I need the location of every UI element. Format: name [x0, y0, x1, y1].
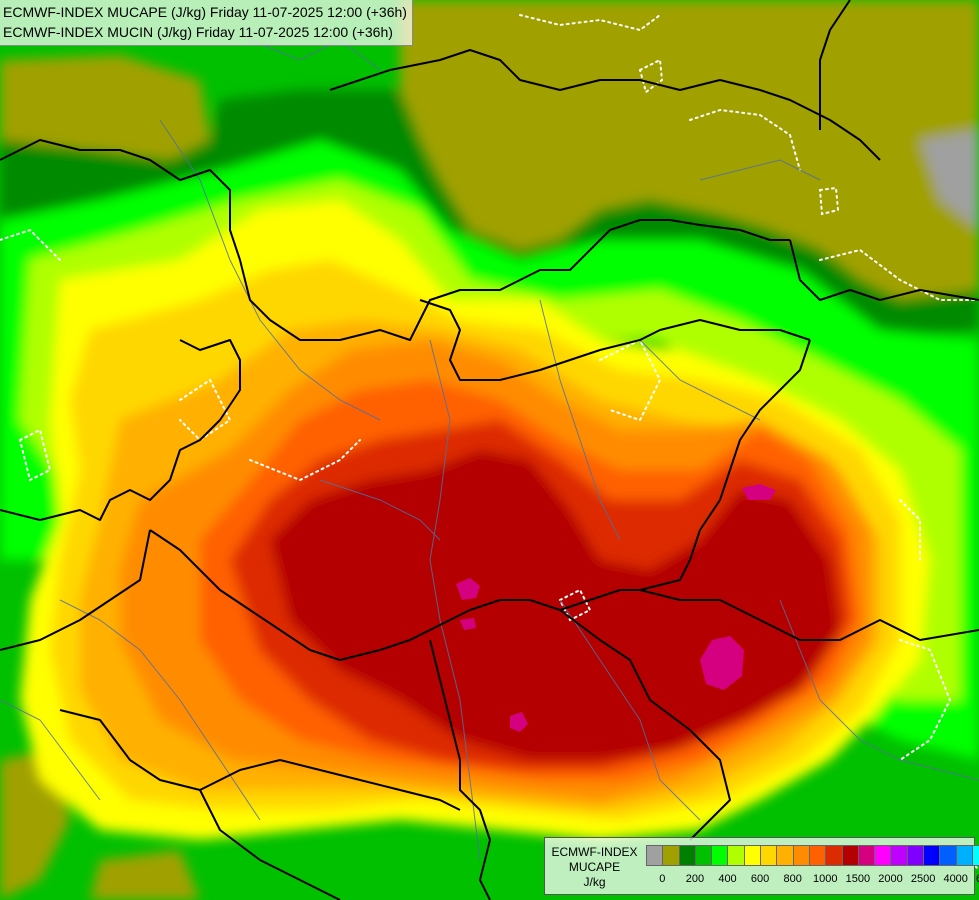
peak-4	[510, 712, 528, 732]
field-olive-nw	[0, 55, 210, 160]
field-grey-ne	[920, 130, 979, 230]
legend-swatch	[678, 845, 695, 866]
field-darkred	[270, 450, 840, 760]
field-olive-north	[400, 0, 979, 300]
mucin-contours	[0, 14, 979, 871]
legend-swatch	[955, 845, 972, 866]
legend-swatch	[711, 845, 728, 866]
legend-swatch	[939, 845, 956, 866]
peak-3	[742, 484, 776, 500]
legend-tick-label: 800	[783, 873, 802, 885]
legend-swatch	[890, 845, 907, 866]
legend-swatch	[857, 845, 875, 866]
legend-swatch	[906, 845, 924, 866]
legend-title: ECMWF-INDEX MUCAPE J/kg	[548, 845, 641, 890]
peak-5	[460, 618, 476, 630]
legend-swatch	[923, 845, 940, 866]
legend-tick-label: 6000	[976, 873, 979, 885]
legend-swatch	[760, 845, 777, 866]
legend-swatch	[874, 845, 891, 866]
legend-tick-label: 0	[659, 873, 666, 885]
legend-tick-label: 200	[685, 873, 705, 885]
title-mucin: ECMWF-INDEX MUCIN (J/kg) Friday 11-07-20…	[3, 24, 393, 40]
legend-swatch	[971, 845, 979, 866]
legend-swatch	[743, 845, 761, 866]
legend-tick-label: 4000	[943, 873, 968, 885]
legend-swatch	[662, 845, 679, 866]
legend-tick-label: 2000	[878, 873, 903, 885]
legend-tick-label: 1000	[813, 873, 838, 885]
legend-tick-label: 400	[718, 873, 737, 885]
legend-swatch	[727, 845, 744, 866]
legend-tick-label: 600	[750, 873, 770, 885]
peak-2	[700, 636, 744, 690]
rivers	[0, 39, 979, 861]
peak-1	[456, 578, 480, 600]
legend-model: ECMWF-INDEX	[551, 845, 638, 859]
legend-swatch	[841, 845, 858, 866]
legend-swatch	[694, 845, 712, 866]
legend-variable: MUCAPE	[568, 860, 621, 874]
legend-swatch	[825, 845, 842, 866]
legend-tick-label: 2500	[910, 873, 936, 885]
title-mucape: ECMWF-INDEX MUCAPE (J/kg) Friday 11-07-2…	[3, 4, 407, 20]
legend-units: J/kg	[583, 875, 606, 889]
legend-tick-label: 1500	[845, 873, 871, 885]
legend-swatch	[646, 845, 663, 866]
legend-swatch	[776, 845, 793, 866]
color-legend: ECMWF-INDEX MUCAPE J/kg 0 200 400 600 800 100…	[544, 837, 979, 895]
legend-swatch	[792, 845, 809, 866]
legend-swatches	[646, 845, 979, 866]
legend-swatch	[808, 845, 826, 866]
cape-peaks	[456, 484, 776, 732]
field-olive-s	[90, 850, 200, 900]
map-title: ECMWF-INDEX MUCAPE (J/kg) Friday 11-07-2…	[0, 0, 413, 46]
